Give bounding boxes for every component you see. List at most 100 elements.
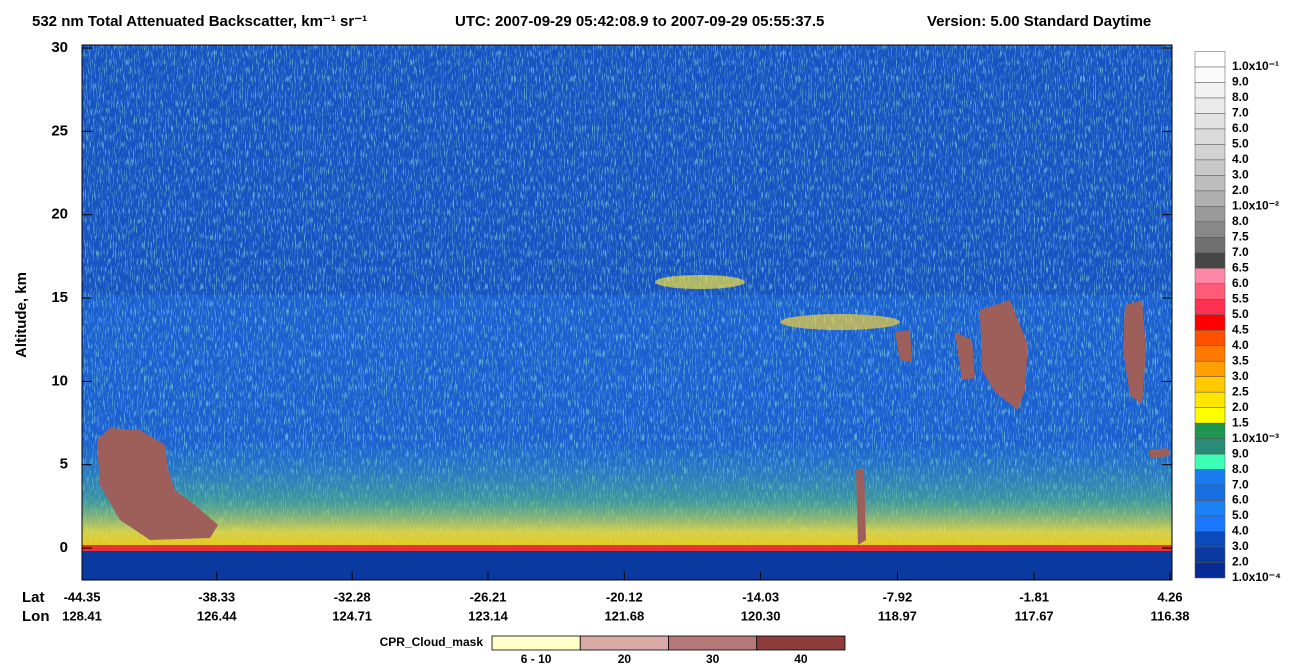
colorbar-label: 7.0 <box>1232 477 1249 491</box>
colorbar-swatch <box>1194 500 1226 517</box>
colorbar-label: 6.0 <box>1232 276 1249 290</box>
colorbar-label: 4.0 <box>1232 152 1249 166</box>
y-tick-label: 10 <box>51 372 68 389</box>
colorbar-label: 3.0 <box>1232 539 1249 553</box>
plot-frame <box>81 44 1173 581</box>
colorbar-swatch <box>1194 113 1226 130</box>
y-tick-label: 20 <box>51 206 68 223</box>
colorbar-swatch <box>1194 562 1226 579</box>
colorbar-swatch <box>1194 391 1226 408</box>
colorbar-label: 7.0 <box>1232 106 1249 120</box>
colorbar-label: 8.0 <box>1232 90 1249 104</box>
colorbar-swatch <box>1194 329 1226 346</box>
colorbar-swatch <box>1194 128 1226 145</box>
colorbar-swatch <box>1194 453 1226 470</box>
colorbar-label: 7.5 <box>1232 230 1249 244</box>
cloud-mask-label: 30 <box>706 652 720 666</box>
colorbar-swatch <box>1194 237 1226 254</box>
colorbar-label: 8.0 <box>1232 214 1249 228</box>
lat-tick-label: -32.28 <box>334 589 371 604</box>
colorbar-swatch <box>1194 252 1226 269</box>
lon-tick-label: 123.14 <box>468 608 509 623</box>
colorbar-label: 3.0 <box>1232 369 1249 383</box>
colorbar-swatch <box>1194 422 1226 439</box>
lon-tick-label: 126.44 <box>197 608 238 623</box>
cloud-mask-label: 6 - 10 <box>521 652 552 666</box>
y-tick-label: 5 <box>60 456 68 473</box>
colorbar-swatch <box>1194 360 1226 377</box>
colorbar-label: 5.0 <box>1232 137 1249 151</box>
colorbar-label: 2.0 <box>1232 555 1249 569</box>
colorbar-swatch <box>1194 314 1226 331</box>
cloud-mask-label: 20 <box>618 652 632 666</box>
lat-tick-label: -26.21 <box>470 589 507 604</box>
colorbar-label: 1.5 <box>1232 415 1249 429</box>
colorbar-swatch <box>1194 345 1226 362</box>
colorbar-label: 5.0 <box>1232 508 1249 522</box>
colorbar-label: 8.0 <box>1232 462 1249 476</box>
colorbar-swatch <box>1194 51 1226 68</box>
lat-tick-label: -7.92 <box>883 589 913 604</box>
colorbar-label: 6.5 <box>1232 260 1249 274</box>
chart-title: 532 nm Total Attenuated Backscatter, km⁻… <box>32 13 367 30</box>
colorbar-label: 2.0 <box>1232 400 1249 414</box>
version: Version: 5.00 Standard Daytime <box>927 13 1151 30</box>
colorbar-label: 4.5 <box>1232 322 1249 336</box>
colorbar-swatch <box>1194 97 1226 114</box>
colorbar-swatch <box>1194 546 1226 563</box>
colorbar-label: 2.0 <box>1232 183 1249 197</box>
colorbar-swatch <box>1194 159 1226 176</box>
colorbar-swatch <box>1194 376 1226 393</box>
colorbar-swatch <box>1194 531 1226 548</box>
lat-label: Lat <box>22 589 45 606</box>
lon-tick-label: 116.38 <box>1150 608 1189 623</box>
colorbar-label: 1.0x10⁻⁴ <box>1232 570 1281 584</box>
cloud-mask-swatch <box>756 635 846 651</box>
colorbar-swatch <box>1194 469 1226 486</box>
colorbar-label: 3.0 <box>1232 168 1249 182</box>
y-tick-label: 0 <box>60 539 68 556</box>
y-tick-label: 30 <box>51 39 68 56</box>
colorbar-swatch <box>1194 438 1226 455</box>
colorbar-swatch <box>1194 66 1226 83</box>
colorbar-label: 1.0x10⁻³ <box>1232 431 1279 445</box>
lon-tick-label: 118.97 <box>878 608 917 623</box>
lat-tick-label: -20.12 <box>606 589 643 604</box>
plot-background <box>82 45 1172 580</box>
colorbar-label: 1.0x10⁻¹ <box>1232 59 1279 73</box>
colorbar-swatch <box>1194 484 1226 501</box>
lat-tick-label: 4.26 <box>1157 589 1182 604</box>
cloud-mask-label: 40 <box>794 652 808 666</box>
colorbar-swatch <box>1194 283 1226 300</box>
colorbar-swatch <box>1194 407 1226 424</box>
colorbar-label: 7.0 <box>1232 245 1249 259</box>
colorbar-label: 5.5 <box>1232 291 1249 305</box>
colorbar-swatch <box>1194 268 1226 285</box>
lon-tick-label: 128.41 <box>62 608 102 623</box>
colorbar-label: 9.0 <box>1232 75 1249 89</box>
lon-tick-label: 120.30 <box>741 608 781 623</box>
cloud-mask-swatch <box>491 635 581 651</box>
y-axis-label: Altitude, km <box>13 272 30 358</box>
colorbar-label: 2.5 <box>1232 384 1249 398</box>
colorbar-swatch <box>1194 221 1226 238</box>
cloud-mask-title: CPR_Cloud_mask <box>380 635 484 649</box>
colorbar-label: 4.0 <box>1232 338 1249 352</box>
colorbar-label: 9.0 <box>1232 446 1249 460</box>
colorbar-swatch <box>1194 299 1226 316</box>
lat-tick-label: -44.35 <box>64 589 101 604</box>
lat-tick-label: -14.03 <box>742 589 779 604</box>
lat-tick-label: -38.33 <box>198 589 235 604</box>
colorbar-label: 6.0 <box>1232 493 1249 507</box>
lon-tick-label: 117.67 <box>1015 608 1054 623</box>
colorbar-swatch <box>1194 206 1226 223</box>
y-tick-label: 15 <box>51 289 68 306</box>
colorbar-swatch <box>1194 144 1226 161</box>
lat-tick-label: -1.81 <box>1019 589 1049 604</box>
y-tick-label: 25 <box>51 122 68 139</box>
colorbar-label: 3.5 <box>1232 353 1249 367</box>
colorbar-swatch <box>1194 190 1226 207</box>
time-range: UTC: 2007-09-29 05:42:08.9 to 2007-09-29… <box>455 13 824 30</box>
colorbar-label: 5.0 <box>1232 307 1249 321</box>
